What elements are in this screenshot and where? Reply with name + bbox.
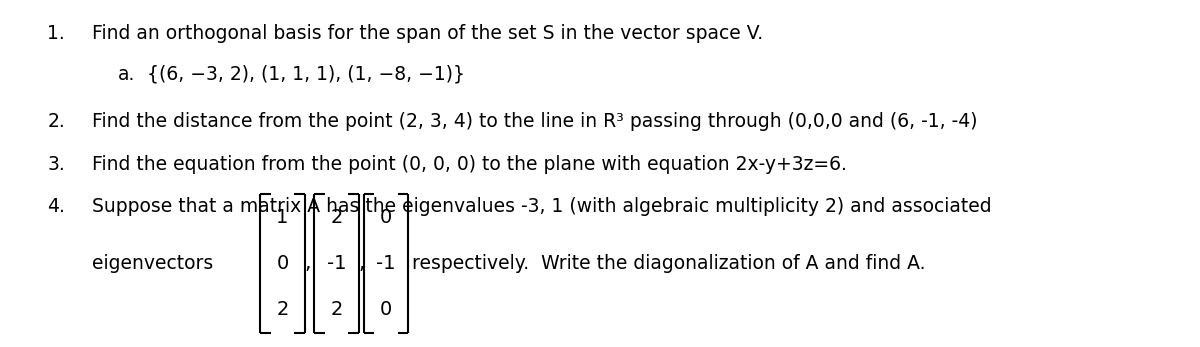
Text: 3.: 3. <box>47 155 65 174</box>
Text: 1.: 1. <box>47 24 65 43</box>
Text: 2: 2 <box>330 208 343 227</box>
Text: Find an orthogonal basis for the span of the set S in the vector space V.: Find an orthogonal basis for the span of… <box>92 24 763 43</box>
Text: eigenvectors: eigenvectors <box>92 254 214 273</box>
Text: 0: 0 <box>276 254 289 273</box>
Text: ,: , <box>305 254 311 273</box>
Text: Suppose that a matrix A has the eigenvalues -3, 1 (with algebraic multiplicity 2: Suppose that a matrix A has the eigenval… <box>92 197 991 216</box>
Text: a.: a. <box>118 65 136 84</box>
Text: respectively.  Write the diagonalization of A and find A.: respectively. Write the diagonalization … <box>412 254 925 273</box>
Text: 2.: 2. <box>47 112 65 131</box>
Text: -1: -1 <box>377 254 396 273</box>
Text: 2: 2 <box>276 300 289 319</box>
Text: {(6, −3, 2), (1, 1, 1), (1, −8, −1)}: {(6, −3, 2), (1, 1, 1), (1, −8, −1)} <box>148 65 466 84</box>
Text: ,: , <box>359 254 366 273</box>
Text: 0: 0 <box>380 208 392 227</box>
Text: 2: 2 <box>330 300 343 319</box>
Text: Find the equation from the point (0, 0, 0) to the plane with equation 2x-y+3z=6.: Find the equation from the point (0, 0, … <box>92 155 847 174</box>
Text: Find the distance from the point (2, 3, 4) to the line in R³ passing through (0,: Find the distance from the point (2, 3, … <box>92 112 978 131</box>
Text: 0: 0 <box>380 300 392 319</box>
Text: 4.: 4. <box>47 197 65 216</box>
Text: -1: -1 <box>326 254 347 273</box>
Text: 1: 1 <box>276 208 289 227</box>
